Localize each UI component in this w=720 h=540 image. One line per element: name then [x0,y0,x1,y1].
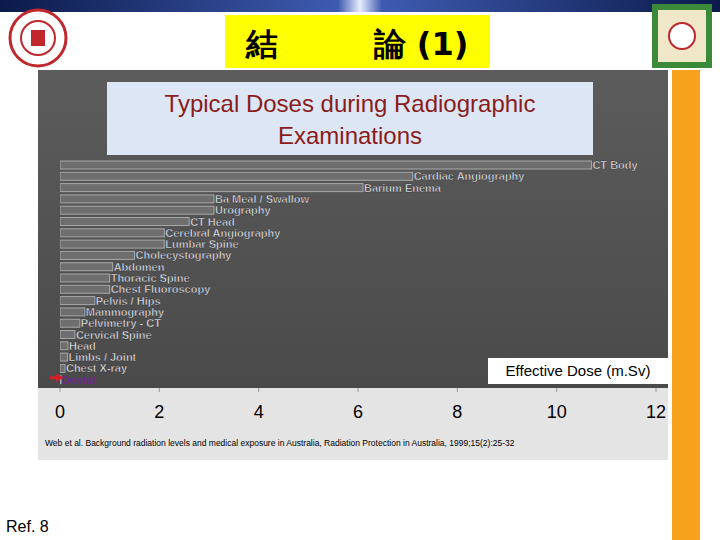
bar [60,274,110,282]
category-label: Urography [215,204,272,216]
axis-panel [38,388,668,460]
bar [60,251,135,259]
bar [60,229,164,237]
category-label: Abdomen [114,261,165,273]
bar [60,218,189,226]
logo-left-ring [21,21,55,55]
category-label: Head [69,340,96,352]
header-box [225,15,490,68]
bar-labels: CT Body Cardiac AngiographyBarium Enema Ba… [62,159,639,386]
title-line: Typical Doses during Radiographic [165,90,536,117]
category-label: Cardiac Angiography [414,170,526,182]
bar [60,285,110,293]
bar [60,184,363,192]
category-label: Lumbar Spine [165,238,238,250]
category-label: Ba Meal / Swallow [215,193,310,205]
header-title: 結 論 (1) [245,25,469,63]
reference: Ref. 8 [6,518,49,535]
x-tick-label: 2 [154,402,164,422]
bar [60,308,85,316]
logo-left [10,10,66,66]
logo-right-seal [669,23,695,49]
category-label: Cholecystography [136,249,233,261]
x-tick [159,388,160,392]
category-label: CT Head [190,216,235,228]
x-tick-label: 12 [646,402,666,422]
bar [60,319,80,327]
category-label: CT Body [592,159,638,171]
x-label-box [488,358,668,384]
category-label: Pelvimetry - CT [81,317,161,329]
bar [60,206,214,214]
bar [60,297,95,305]
x-tick [258,388,259,392]
bar [60,161,591,169]
category-label: Chest Fluoroscopy [111,283,212,295]
x-tick [60,388,61,392]
x-tick-label: 4 [254,402,264,422]
x-tick-label: 8 [452,402,462,422]
bar [60,195,214,203]
bar [60,364,65,372]
category-label: Mammography [86,306,165,318]
bar [60,240,164,248]
x-tick [656,388,657,392]
logo-right-inner [658,10,706,62]
chart-title: Typical Doses during Radiographic Examina… [165,90,536,149]
slide: 結 論 (1) Typical Doses during Radiographic… [0,0,720,540]
category-label: Cerebral Angiography [165,227,281,239]
bar [60,342,68,350]
x-tick-label: 6 [353,402,363,422]
top-banner [0,0,720,12]
category-label: Chest X-ray [66,362,128,374]
highlight-arrow-head [56,374,64,382]
x-tick [556,388,557,392]
bar [60,172,413,180]
category-label: Cervical Spine [76,329,152,341]
bars [60,161,591,384]
title-line: Examinations [278,122,422,149]
category-label: Pelvis / Hips [96,295,161,307]
chart-panel [38,70,668,388]
side-bar [672,70,700,540]
category-label: Limbs / Joint [68,351,136,363]
logo-right [652,4,712,68]
category-label: Barium Enema [364,182,442,194]
x-tick [457,388,458,392]
x-ticks: 0 2 4 6 8 10 12 [55,388,666,422]
bar [60,353,67,361]
logo-left-mark [31,30,45,46]
bar [60,331,75,339]
x-tick-label: 0 [55,402,65,422]
category-label: Thoracic Spine [111,272,190,284]
title-box [107,82,593,155]
x-axis-label: Effective Dose (m.Sv) [506,362,651,379]
x-tick [358,388,359,392]
citation: Web et al. Background radiation levels a… [45,438,515,448]
bar [60,263,113,271]
x-tick-label: 10 [547,402,567,422]
category-label: Dental [62,374,96,386]
